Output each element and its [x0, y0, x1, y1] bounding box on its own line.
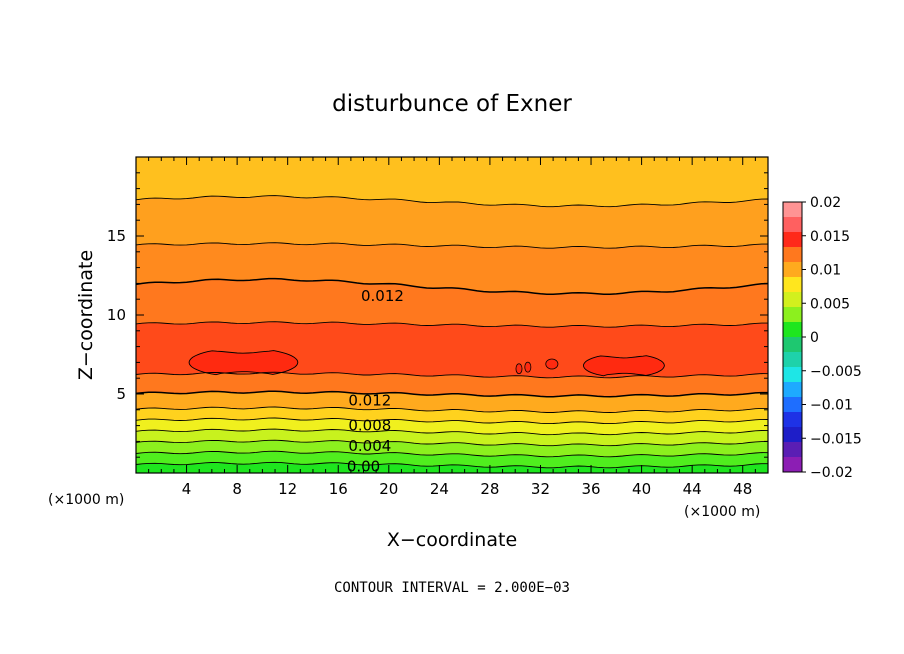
y-tick-label-5: 5: [116, 385, 126, 403]
y-tick-label-10: 10: [107, 306, 126, 324]
x-axis-label: X−coordinate: [387, 529, 517, 551]
colorbar-swatch-13: [783, 397, 802, 413]
colorbar-swatch-6: [783, 292, 802, 308]
contour-line-11: [136, 242, 768, 249]
colorbar-swatch-1: [783, 217, 802, 233]
colorbar-label-1: 0.015: [810, 229, 850, 245]
small-maximum-1: [524, 361, 532, 373]
colorbar-swatch-9: [783, 337, 802, 353]
contour-line-3: [136, 439, 768, 447]
x-unit-left: (×1000 m): [48, 492, 124, 508]
small-maximum-0: [515, 363, 523, 375]
x-tick-label-4: 4: [182, 480, 192, 498]
contour-label-0: 0.012: [361, 287, 404, 305]
colorbar-swatch-5: [783, 277, 802, 293]
x-tick-label-28: 28: [480, 480, 499, 498]
x-tick-label-40: 40: [632, 480, 651, 498]
contour-line-12: [136, 195, 768, 208]
contour-label-2: 0.008: [348, 417, 391, 435]
x-tick-label-48: 48: [733, 480, 752, 498]
y-axis: 5 10 15: [107, 172, 768, 458]
colorbar-label-6: −0.01: [810, 398, 853, 414]
x-tick-label-20: 20: [379, 480, 398, 498]
x-tick-label-8: 8: [232, 480, 242, 498]
x-tick-label-16: 16: [329, 480, 348, 498]
colorbar-swatch-16: [783, 442, 802, 458]
colorbar: 0.02 0.015 0.01 0.005 0 −0.005 −0.01 −0.015 −0.0…: [782, 195, 862, 481]
colorbar-label-7: −0.015: [810, 431, 862, 447]
maximum-region-0: [188, 350, 299, 376]
x-tick-label-24: 24: [430, 480, 449, 498]
x-tick-label-32: 32: [531, 480, 550, 498]
x-axis: 4 8 12 16 20 24 28 32 36 40 44 48: [148, 157, 756, 498]
contour-line-10: [136, 277, 768, 296]
small-maximum-2: [545, 358, 559, 370]
contour-line-5: [136, 417, 768, 425]
x-tick-label-44: 44: [683, 480, 702, 498]
contour-line-4: [136, 428, 768, 436]
x-tick-label-36: 36: [581, 480, 600, 498]
contour-label-1: 0.012: [348, 391, 391, 409]
contour-maxima: [188, 350, 665, 377]
contour-fill: [136, 157, 768, 473]
colorbar-swatch-3: [783, 247, 802, 263]
colorbar-swatch-10: [783, 352, 802, 368]
contour-line-9: [136, 321, 768, 328]
colorbar-swatch-2: [783, 232, 802, 248]
contour-interval-note: CONTOUR INTERVAL = 2.000E−03: [334, 580, 570, 596]
y-axis-label: Z−coordinate: [75, 250, 97, 380]
colorbar-label-5: −0.005: [810, 364, 862, 380]
contour-line-1: [136, 461, 768, 469]
colorbar-label-8: −0.02: [810, 465, 853, 481]
colorbar-swatch-15: [783, 427, 802, 443]
x-tick-label-12: 12: [278, 480, 297, 498]
chart-title: disturbunce of Exner: [332, 91, 572, 117]
contour-line-6: [136, 406, 768, 413]
colorbar-label-0: 0.02: [810, 195, 841, 211]
colorbar-swatch-0: [783, 202, 802, 218]
colorbar-swatch-11: [783, 367, 802, 383]
colorbar-swatch-12: [783, 382, 802, 398]
colorbar-swatch-7: [783, 307, 802, 323]
contour-line-8: [136, 371, 768, 379]
y-tick-label-15: 15: [107, 227, 126, 245]
colorbar-swatch-8: [783, 322, 802, 338]
colorbar-label-4: 0: [810, 330, 819, 346]
colorbar-swatch-17: [783, 457, 802, 473]
contour-line-2: [136, 450, 768, 458]
maximum-region-1: [583, 355, 665, 377]
colorbar-label-2: 0.01: [810, 263, 841, 279]
colorbar-label-3: 0.005: [810, 296, 850, 312]
colorbar-swatch-14: [783, 412, 802, 428]
colorbar-swatch-4: [783, 262, 802, 278]
contour-labels: 0.012 0.012 0.008 0.004 0.00: [347, 287, 404, 476]
contour-line-7: [136, 390, 768, 398]
x-unit-right: (×1000 m): [684, 504, 760, 520]
contour-lines: [136, 195, 768, 469]
contour-label-4: 0.00: [347, 458, 380, 476]
contour-label-3: 0.004: [348, 437, 391, 455]
